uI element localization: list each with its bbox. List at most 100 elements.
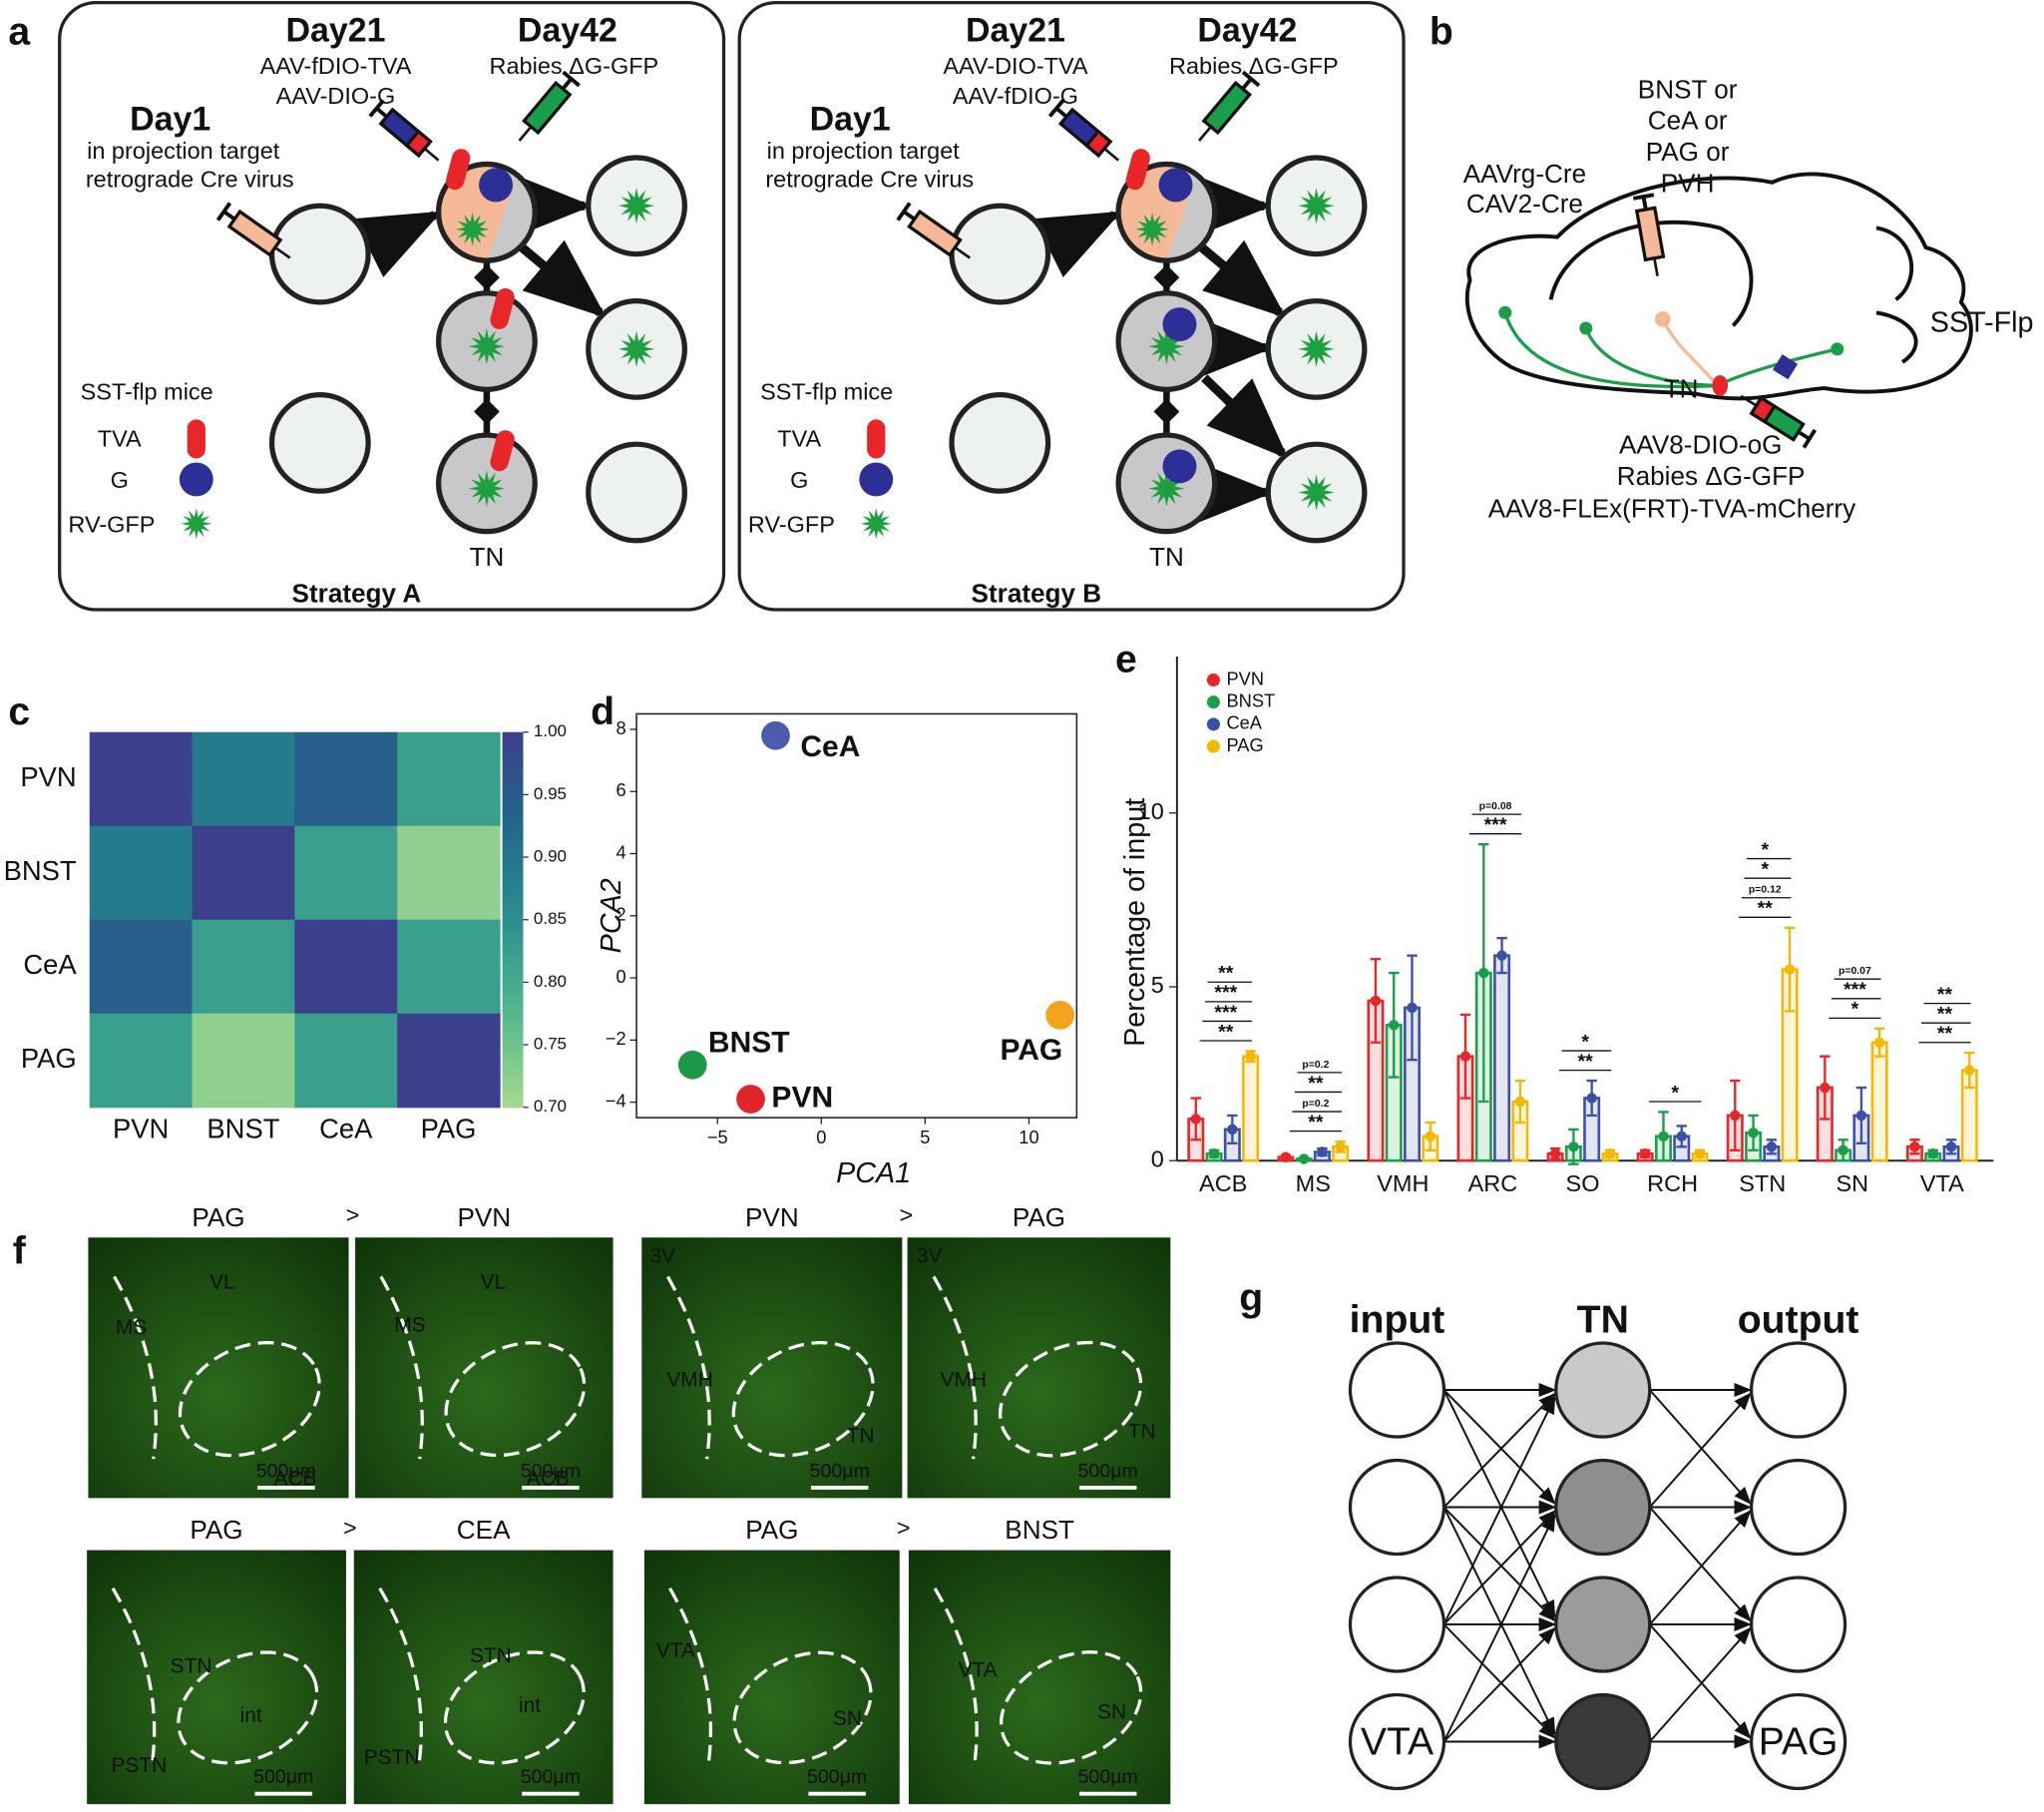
colorbar-step bbox=[502, 982, 524, 990]
syringe-handle bbox=[215, 202, 232, 222]
gfp-star bbox=[617, 187, 655, 225]
point bbox=[677, 1050, 707, 1080]
arrow bbox=[519, 239, 607, 318]
legend-marker bbox=[1206, 673, 1220, 687]
x-tick-label: SO bbox=[1566, 1170, 1600, 1196]
virus-label: AAV8-FLEx(FRT)-TVA-mCherry bbox=[1488, 494, 1855, 524]
mean-dot bbox=[1407, 1002, 1418, 1014]
point-label: PAG bbox=[1000, 1034, 1062, 1067]
colorbar-step bbox=[502, 800, 524, 808]
comparator: > bbox=[346, 1202, 360, 1228]
image-title: CEA bbox=[457, 1515, 511, 1545]
significance: *** bbox=[1843, 979, 1866, 1001]
colorbar-tick-label: 1.00 bbox=[534, 721, 567, 740]
legend-tva bbox=[867, 419, 886, 459]
syringe bbox=[1198, 70, 1261, 142]
region-label: PSTN bbox=[364, 1746, 420, 1769]
significance: * bbox=[1851, 999, 1859, 1021]
region-label: VTA bbox=[959, 1659, 998, 1682]
y-tick-label: −2 bbox=[606, 1028, 626, 1049]
target-label: TN bbox=[1149, 542, 1184, 572]
mean-dot bbox=[1766, 1141, 1778, 1152]
strategy-box bbox=[58, 0, 726, 612]
legend-g bbox=[179, 462, 213, 497]
colorbar-step bbox=[502, 788, 524, 796]
colorbar-step bbox=[502, 932, 524, 940]
cell bbox=[268, 391, 371, 494]
scale-label: 500μm bbox=[1078, 1460, 1138, 1482]
syringe-needle bbox=[423, 147, 440, 162]
gfp-star bbox=[1148, 327, 1185, 365]
legend-marker bbox=[1206, 739, 1220, 753]
syringe-body bbox=[907, 209, 963, 257]
panel-label: c bbox=[8, 690, 30, 733]
significance: * bbox=[1761, 839, 1769, 861]
syringe-handle bbox=[1632, 193, 1655, 201]
bar bbox=[1493, 954, 1511, 1162]
legend-label: TVA bbox=[777, 425, 821, 451]
legend-marker bbox=[1206, 695, 1220, 709]
row-label: PVN bbox=[20, 761, 76, 792]
region-label: VTA bbox=[656, 1639, 695, 1662]
colorbar-step bbox=[502, 838, 524, 846]
colorbar-tick-label: 0.80 bbox=[534, 972, 567, 991]
region-outline bbox=[177, 1650, 319, 1765]
legend-tva bbox=[187, 419, 205, 459]
significance: ** bbox=[1937, 1004, 1953, 1026]
scale-label: 500μm bbox=[256, 1460, 316, 1482]
significance: ** bbox=[1308, 1073, 1324, 1095]
syringe-plunger bbox=[1797, 430, 1811, 441]
syringe-tip bbox=[404, 129, 433, 159]
note: in projection target bbox=[87, 138, 280, 164]
colorbar-step bbox=[502, 1001, 524, 1009]
scale-label: 500μm bbox=[807, 1766, 867, 1788]
colorbar-step bbox=[502, 988, 524, 996]
colorbar-step bbox=[502, 925, 524, 933]
region-label: MS bbox=[116, 1316, 147, 1339]
heat-cell bbox=[89, 1013, 194, 1109]
region-label: TN bbox=[847, 1425, 875, 1448]
syringe bbox=[1632, 193, 1666, 277]
syringe-plunger bbox=[1241, 77, 1253, 91]
colorbar-step bbox=[502, 1051, 524, 1059]
mean-dot bbox=[1820, 1082, 1831, 1094]
x-axis-label: PCA1 bbox=[836, 1157, 911, 1189]
arrow bbox=[1442, 1506, 1556, 1622]
tn-node bbox=[1554, 1341, 1652, 1439]
mean-dot bbox=[1425, 1131, 1436, 1142]
region-label: VL bbox=[481, 1270, 507, 1293]
region-label: STN bbox=[171, 1655, 212, 1678]
region-label: STN bbox=[470, 1644, 512, 1667]
mean-dot bbox=[1549, 1148, 1561, 1159]
heat-cell bbox=[397, 731, 501, 827]
scale-label: 500μm bbox=[521, 1766, 581, 1788]
virus-label: Rabies ΔG-GFP bbox=[1617, 461, 1806, 491]
colorbar-step bbox=[502, 857, 524, 864]
note: retrograde Cre virus bbox=[86, 167, 294, 193]
colorbar-step bbox=[502, 888, 524, 896]
legend-label: TVA bbox=[98, 425, 142, 451]
tva bbox=[490, 430, 515, 472]
input-node bbox=[1348, 1341, 1446, 1439]
arrow bbox=[1649, 1510, 1752, 1625]
colorbar-step bbox=[502, 969, 524, 977]
region-outline bbox=[933, 1586, 979, 1767]
syringe-plunger bbox=[222, 210, 236, 222]
arrow bbox=[1442, 1389, 1556, 1505]
region-label: VMH bbox=[941, 1368, 987, 1391]
y-tick-label: 2 bbox=[615, 904, 625, 925]
y-tick-label: 10 bbox=[1138, 798, 1164, 824]
colorbar-step bbox=[502, 1082, 524, 1090]
heat-cell bbox=[294, 1013, 398, 1109]
soma bbox=[1831, 342, 1844, 356]
bar bbox=[1242, 1055, 1260, 1162]
syringe-body bbox=[1634, 206, 1666, 262]
day-label: Day1 bbox=[130, 100, 210, 138]
legend-label: CeA bbox=[1226, 712, 1262, 733]
significance: p=0.2 bbox=[1302, 1060, 1329, 1071]
connector bbox=[474, 398, 500, 425]
scale-label: 500μm bbox=[810, 1460, 870, 1482]
day-label: Day1 bbox=[810, 100, 891, 138]
colorbar-step bbox=[502, 869, 524, 877]
